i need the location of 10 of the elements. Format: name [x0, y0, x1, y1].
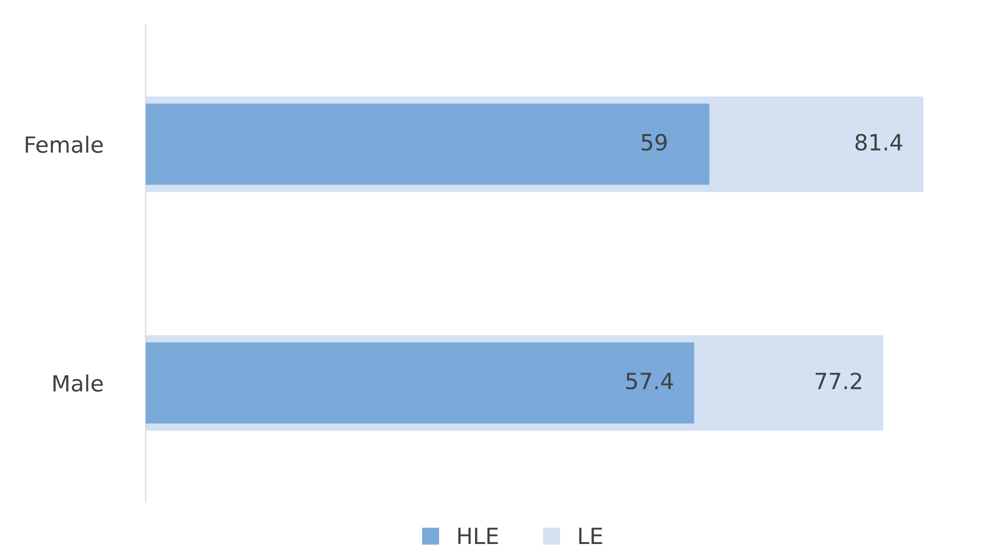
data-label: 81.4 [856, 134, 902, 151]
y-tick-label: Female [26, 136, 103, 153]
bar [146, 342, 694, 424]
data-label: 59 [642, 134, 667, 151]
data-label: 57.4 [626, 372, 673, 390]
legend-label: LE [579, 528, 602, 544]
bar [146, 104, 710, 185]
data-label: 77.2 [816, 372, 862, 390]
legend-label: HLE [458, 528, 498, 544]
y-tick-label: Male [54, 374, 103, 392]
